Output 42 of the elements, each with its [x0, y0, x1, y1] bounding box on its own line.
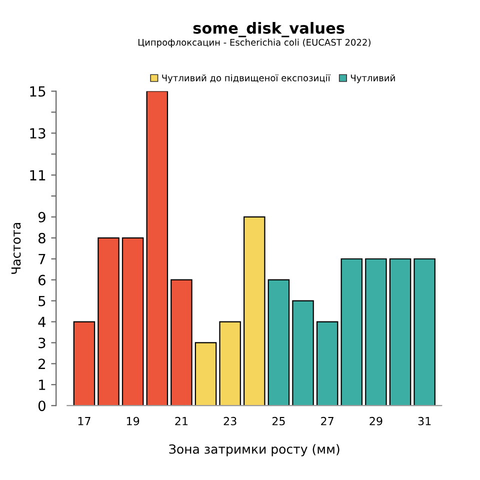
x-tick-label: 27: [321, 416, 334, 426]
y-tick-label: 3: [38, 338, 46, 348]
y-tick-label: 7: [38, 254, 46, 264]
y-tick-label: 1: [39, 380, 46, 390]
x-axis-title: Зона затримки росту (мм): [169, 444, 340, 456]
y-tick-label: 11: [30, 170, 46, 180]
bar: [219, 321, 241, 406]
x-tick-label: 23: [224, 416, 236, 426]
y-tick-label: 8: [38, 232, 46, 244]
legend-label: Чутливий до підвищеної експозиції: [162, 74, 330, 84]
bar: [73, 321, 96, 406]
bar: [414, 258, 436, 406]
bar: [98, 237, 120, 406]
x-tick-label: 31: [418, 416, 431, 426]
y-tick-label: 9: [38, 212, 46, 222]
y-tick-label: 13: [30, 128, 46, 139]
x-tick-label: 29: [370, 416, 382, 426]
bar: [122, 237, 144, 406]
bar: [268, 279, 290, 406]
bar: [194, 342, 217, 406]
x-tick-label: 17: [78, 417, 90, 426]
bar: [365, 258, 387, 406]
y-tick-label: 2: [38, 358, 45, 369]
bar: [292, 300, 314, 406]
chart-title: some_disk_values: [193, 22, 344, 38]
chart-subtitle: Ципрофлоксацин - Escherichia coli (EUCAST 2022): [138, 38, 370, 48]
bar: [146, 91, 168, 406]
legend-label: Чутливий: [350, 74, 395, 84]
bar: [389, 258, 412, 406]
bar: [170, 279, 192, 406]
y-tick-label: 15: [30, 86, 46, 97]
bar: [316, 321, 338, 406]
y-tick-label: 6: [38, 274, 46, 286]
x-tick-label: 25: [272, 416, 285, 426]
y-tick-label: 0: [38, 400, 46, 412]
bar: [340, 258, 363, 406]
bar: [244, 216, 266, 406]
x-tick-label: 19: [126, 416, 140, 426]
y-axis-title: Частота: [11, 223, 21, 274]
y-tick-label: 4: [38, 316, 46, 328]
x-tick-label: 21: [175, 416, 188, 426]
y-tick-label: 5: [38, 296, 46, 306]
